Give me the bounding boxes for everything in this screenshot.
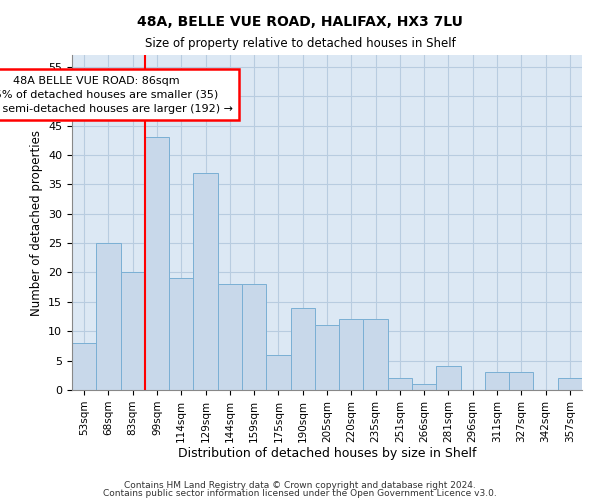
Bar: [96, 243, 121, 390]
Y-axis label: Number of detached properties: Number of detached properties: [29, 130, 43, 316]
Bar: [218, 284, 242, 390]
Bar: [388, 378, 412, 390]
Bar: [145, 138, 169, 390]
Bar: [509, 372, 533, 390]
Bar: [169, 278, 193, 390]
Bar: [315, 326, 339, 390]
Bar: [485, 372, 509, 390]
X-axis label: Distribution of detached houses by size in Shelf: Distribution of detached houses by size …: [178, 448, 476, 460]
Text: Contains HM Land Registry data © Crown copyright and database right 2024.: Contains HM Land Registry data © Crown c…: [124, 480, 476, 490]
Text: Size of property relative to detached houses in Shelf: Size of property relative to detached ho…: [145, 38, 455, 51]
Bar: [558, 378, 582, 390]
Bar: [242, 284, 266, 390]
Bar: [290, 308, 315, 390]
Text: 48A BELLE VUE ROAD: 86sqm
← 15% of detached houses are smaller (35)
85% of semi-: 48A BELLE VUE ROAD: 86sqm ← 15% of detac…: [0, 76, 233, 114]
Bar: [193, 172, 218, 390]
Bar: [339, 320, 364, 390]
Bar: [364, 320, 388, 390]
Text: 48A, BELLE VUE ROAD, HALIFAX, HX3 7LU: 48A, BELLE VUE ROAD, HALIFAX, HX3 7LU: [137, 15, 463, 29]
Bar: [412, 384, 436, 390]
Bar: [266, 354, 290, 390]
Bar: [436, 366, 461, 390]
Bar: [121, 272, 145, 390]
Text: Contains public sector information licensed under the Open Government Licence v3: Contains public sector information licen…: [103, 489, 497, 498]
Bar: [72, 343, 96, 390]
